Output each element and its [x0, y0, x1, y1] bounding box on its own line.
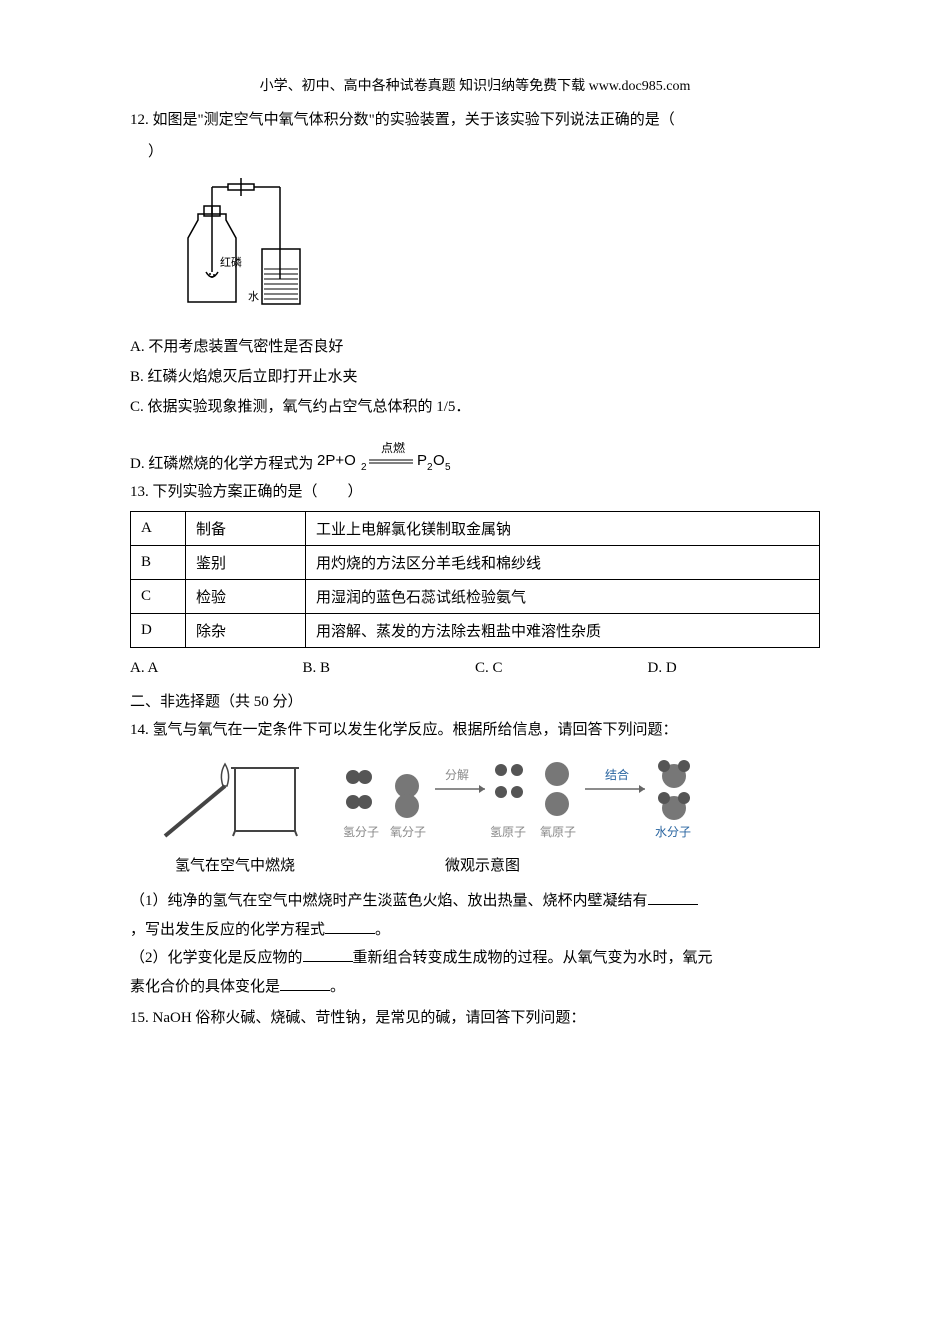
combustion-svg — [155, 756, 305, 846]
q13-r2-c3: 用灼烧的方法区分羊毛线和棉纱线 — [306, 546, 820, 580]
svg-text:氧原子: 氧原子 — [540, 825, 576, 839]
q13-r1-c3: 工业上电解氯化镁制取金属钠 — [306, 512, 820, 546]
q14-caption-right: 微观示意图 — [445, 854, 520, 875]
q13-r4-c1: D — [131, 614, 186, 648]
q13-stem: 13. 下列实验方案正确的是（ ） — [130, 479, 820, 506]
svg-text:水分子: 水分子 — [655, 825, 691, 839]
micro-svg: 氢分子 氧分子 分解 氢原子 氧原子 结合 — [335, 754, 775, 846]
q14-line2a-text: （2）化学变化是反应物的 — [130, 950, 303, 966]
q14-line2c-text: 素化合价的具体变化是 — [130, 979, 280, 995]
section2-title: 二、非选择题（共 50 分） — [130, 687, 820, 717]
q14-line2b-text: 重新组合转变成生成物的过程。从氧气变为水时，氧元 — [353, 950, 713, 966]
q13-r4-c3: 用溶解、蒸发的方法除去粗盐中难溶性杂质 — [306, 614, 820, 648]
q13-r2-c2: 鉴别 — [186, 546, 306, 580]
svg-text:点燃: 点燃 — [381, 440, 405, 455]
q14-line2: （2）化学变化是反应物的 重新组合转变成生成物的过程。从氧气变为水时，氧元 — [130, 944, 820, 973]
q13-table: A 制备 工业上电解氯化镁制取金属钠 B 鉴别 用灼烧的方法区分羊毛线和棉纱线 … — [130, 511, 820, 648]
equation-svg: 2P+O 2 点燃 P 2 O 5 — [317, 440, 487, 476]
svg-text:2P+O: 2P+O — [317, 452, 356, 469]
q13-r1-c2: 制备 — [186, 512, 306, 546]
apparatus-svg: 红磷 水 — [170, 174, 310, 319]
q12-stem-a: 12. 如图是"测定空气中氧气体积分数"的实验装置，关于该实验下列说法正确的是（ — [130, 107, 820, 134]
blank-1 — [648, 904, 698, 905]
q14-caption-left: 氢气在空气中燃烧 — [175, 854, 295, 875]
q13-answers: A. A B. B C. C D. D — [130, 653, 820, 683]
q13-r2-c1: B — [131, 546, 186, 580]
q13-r3-c2: 检验 — [186, 580, 306, 614]
label-water: 水 — [248, 290, 259, 303]
q12-option-c: C. 依据实验现象推测，氧气约占空气总体积的 1/5． — [130, 392, 820, 422]
q14-line1c-text: 。 — [375, 922, 390, 938]
blank-4 — [280, 990, 330, 991]
svg-text:分解: 分解 — [445, 768, 469, 782]
q14-line2c: 素化合价的具体变化是 。 — [130, 973, 820, 1002]
q14-diagram: 氢分子 氧分子 分解 氢原子 氧原子 结合 — [155, 754, 820, 846]
blank-3 — [303, 961, 353, 962]
blank-2 — [325, 933, 375, 934]
q12-apparatus-diagram: 红磷 水 — [170, 174, 820, 324]
q14-line1b: ，写出发生反应的化学方程式 。 — [130, 916, 820, 945]
q13-ans-c: C. C — [475, 653, 648, 683]
svg-text:P: P — [417, 452, 427, 469]
q12-option-a: A. 不用考虑装置气密性是否良好 — [130, 332, 820, 362]
q14-stem: 14. 氢气与氧气在一定条件下可以发生化学反应。根据所给信息，请回答下列问题： — [130, 717, 820, 744]
q15-stem: 15. NaOH 俗称火碱、烧碱、苛性钠，是常见的碱，请回答下列问题： — [130, 1005, 820, 1032]
svg-text:5: 5 — [445, 462, 451, 473]
q12-stem-b: ） — [130, 139, 820, 166]
q12-optD-prefix: D. 红磷燃烧的化学方程式为 — [130, 449, 313, 479]
svg-text:结合: 结合 — [605, 767, 629, 782]
q14-line1-text: （1）纯净的氢气在空气中燃烧时产生淡蓝色火焰、放出热量、烧杯内壁凝结有 — [130, 893, 648, 909]
q12-option-b: B. 红磷火焰熄灭后立即打开止水夹 — [130, 362, 820, 392]
q14-line2d-text: 。 — [330, 979, 345, 995]
svg-text:氢分子: 氢分子 — [343, 824, 379, 839]
svg-text:O: O — [433, 452, 445, 469]
svg-text:氧分子: 氧分子 — [390, 825, 426, 839]
q13-ans-d: D. D — [648, 653, 821, 683]
q14-line1: （1）纯净的氢气在空气中燃烧时产生淡蓝色火焰、放出热量、烧杯内壁凝结有 — [130, 887, 820, 916]
q13-r4-c2: 除杂 — [186, 614, 306, 648]
q13-ans-b: B. B — [303, 653, 476, 683]
q12-option-d: D. 红磷燃烧的化学方程式为 2P+O 2 点燃 P 2 O 5 — [130, 440, 820, 479]
q13-r3-c3: 用湿润的蓝色石蕊试纸检验氨气 — [306, 580, 820, 614]
q14-line1b-text: ，写出发生反应的化学方程式 — [130, 922, 325, 938]
svg-text:2: 2 — [361, 462, 367, 473]
q13-r3-c1: C — [131, 580, 186, 614]
q13-r1-c1: A — [131, 512, 186, 546]
q14-right-diagram: 氢分子 氧分子 分解 氢原子 氧原子 结合 — [335, 754, 775, 846]
q13-ans-a: A. A — [130, 653, 303, 683]
svg-text:氢原子: 氢原子 — [490, 824, 526, 839]
page-header: 小学、初中、高中各种试卷真题 知识归纳等免费下载 www.doc985.com — [130, 75, 820, 95]
q14-left-diagram — [155, 756, 305, 846]
label-red-phosphorus: 红磷 — [220, 256, 242, 269]
